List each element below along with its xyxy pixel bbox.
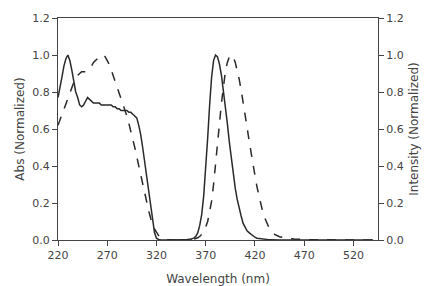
svg-text:220: 220: [48, 249, 69, 262]
svg-text:Abs (Normalized): Abs (Normalized): [13, 77, 27, 180]
svg-text:Intensity (Normalized): Intensity (Normalized): [407, 62, 421, 195]
svg-text:1.2: 1.2: [386, 12, 404, 25]
svg-text:520: 520: [343, 249, 364, 262]
svg-text:0.6: 0.6: [386, 123, 404, 136]
svg-text:0.0: 0.0: [32, 234, 50, 247]
svg-text:270: 270: [97, 249, 118, 262]
svg-text:1.0: 1.0: [32, 49, 50, 62]
svg-text:1.0: 1.0: [386, 49, 404, 62]
svg-text:0.8: 0.8: [386, 86, 404, 99]
svg-text:0.2: 0.2: [386, 197, 404, 210]
svg-text:0.4: 0.4: [32, 160, 50, 173]
svg-text:370: 370: [195, 249, 216, 262]
svg-text:470: 470: [294, 249, 315, 262]
svg-text:320: 320: [146, 249, 167, 262]
svg-text:0.4: 0.4: [386, 160, 404, 173]
svg-text:0.2: 0.2: [32, 197, 50, 210]
svg-text:420: 420: [244, 249, 265, 262]
svg-text:0.8: 0.8: [32, 86, 50, 99]
svg-text:1.2: 1.2: [32, 12, 50, 25]
svg-text:0.0: 0.0: [386, 234, 404, 247]
svg-text:0.6: 0.6: [32, 123, 50, 136]
svg-text:Wavelength (nm): Wavelength (nm): [166, 272, 270, 286]
